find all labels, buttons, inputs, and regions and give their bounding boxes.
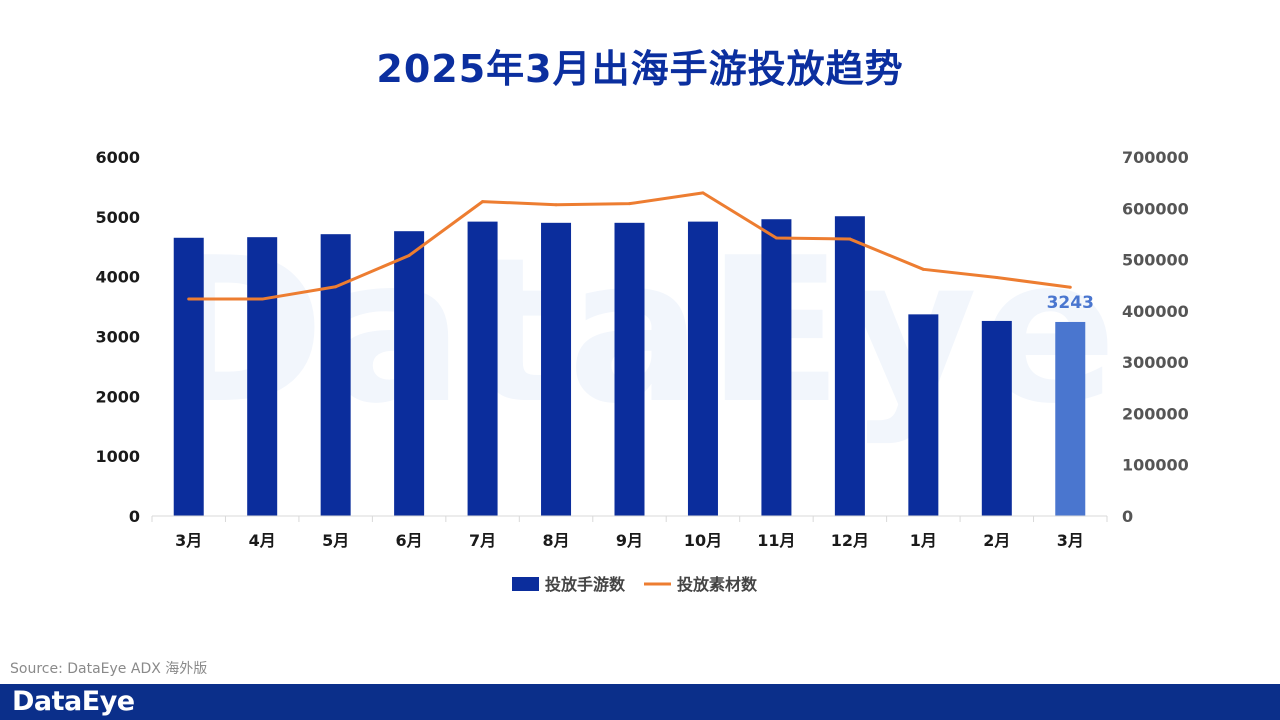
line-point-4[interactable]: [407, 253, 411, 257]
bar-2[interactable]: [247, 237, 278, 516]
footer-bar: DataEye: [0, 684, 1280, 720]
y-right-tick-label: 100000: [1122, 456, 1189, 475]
line-point-12[interactable]: [995, 276, 999, 280]
y-left-tick-label: 3000: [95, 328, 140, 347]
y-right-tick-label: 200000: [1122, 404, 1189, 423]
y-left-tick-label: 6000: [95, 148, 140, 167]
line-point-3[interactable]: [334, 285, 338, 289]
source-note: Source: DataEye ADX 海外版: [10, 661, 208, 677]
line-point-7[interactable]: [628, 202, 631, 206]
bar-13[interactable]: [1055, 321, 1086, 516]
legend-label-line: 投放素材数: [677, 575, 758, 594]
y-left-tick-label: 1000: [95, 447, 140, 466]
y-right-tick-label: 400000: [1122, 302, 1189, 321]
x-tick-label: 3月: [1057, 531, 1084, 550]
x-tick-label: 6月: [396, 531, 423, 550]
bar-3[interactable]: [320, 234, 351, 516]
chart-title: 2025年3月出海手游投放趋势: [376, 47, 904, 91]
y-right-tick-label: 600000: [1122, 199, 1189, 218]
line-point-6[interactable]: [554, 203, 558, 207]
bar-10[interactable]: [834, 216, 865, 517]
bar-4[interactable]: [394, 231, 425, 516]
x-tick-label: 2月: [983, 531, 1010, 550]
bar-6[interactable]: [541, 222, 572, 517]
y-right-tick-label: 300000: [1122, 353, 1189, 372]
bars-layer: [173, 216, 1086, 517]
legend-label-bars: 投放手游数: [545, 575, 626, 594]
footer-logo: DataEye: [12, 686, 135, 717]
bar-8[interactable]: [687, 221, 718, 516]
x-tick-label: 4月: [249, 531, 276, 550]
legend-swatch-bars: [512, 577, 539, 591]
x-tick-label: 5月: [322, 531, 349, 550]
line-point-13[interactable]: [1068, 285, 1072, 289]
line-point-11[interactable]: [921, 267, 925, 271]
line-point-1[interactable]: [187, 297, 191, 301]
y-right-tick-label: 500000: [1122, 251, 1189, 270]
axis-layer: 3月 4月 5月 6月 7月 8月 9月 10月 11月 12月 1月 2月 3月 0 1000 2000 30…: [95, 148, 1188, 550]
x-tick-label: 12月: [831, 531, 869, 550]
data-label: 3243: [1047, 293, 1094, 313]
y-left-tick-label: 0: [129, 507, 140, 526]
y-left-tick-label: 2000: [95, 387, 140, 406]
line-point-2[interactable]: [260, 297, 264, 301]
line-point-9[interactable]: [774, 236, 778, 240]
x-tick-label: 7月: [469, 531, 496, 550]
bar-11[interactable]: [908, 314, 939, 516]
bar-9[interactable]: [761, 219, 792, 516]
labels-layer: 3243: [1047, 293, 1094, 313]
bar-1[interactable]: [173, 237, 204, 516]
line-point-5[interactable]: [481, 200, 485, 204]
line-point-10[interactable]: [848, 237, 852, 241]
legend[interactable]: 投放手游数 投放素材数: [512, 575, 758, 594]
x-tick-label: 10月: [684, 531, 722, 550]
x-tick-label: 9月: [616, 531, 643, 550]
y-right-tick-label: 0: [1122, 507, 1133, 526]
y-left-tick-label: 5000: [95, 208, 140, 227]
line-layer: [187, 191, 1072, 301]
x-tick-label: 11月: [757, 531, 795, 550]
x-tick-label: 3月: [175, 531, 202, 550]
x-tick-label: 1月: [910, 531, 937, 550]
x-tick-label: 8月: [542, 531, 569, 550]
y-left-tick-label: 4000: [95, 268, 140, 287]
y-right-tick-label: 700000: [1122, 148, 1189, 167]
bar-5[interactable]: [467, 221, 498, 516]
line-point-8[interactable]: [701, 191, 705, 195]
bar-12[interactable]: [981, 320, 1012, 516]
bar-7[interactable]: [614, 222, 645, 517]
